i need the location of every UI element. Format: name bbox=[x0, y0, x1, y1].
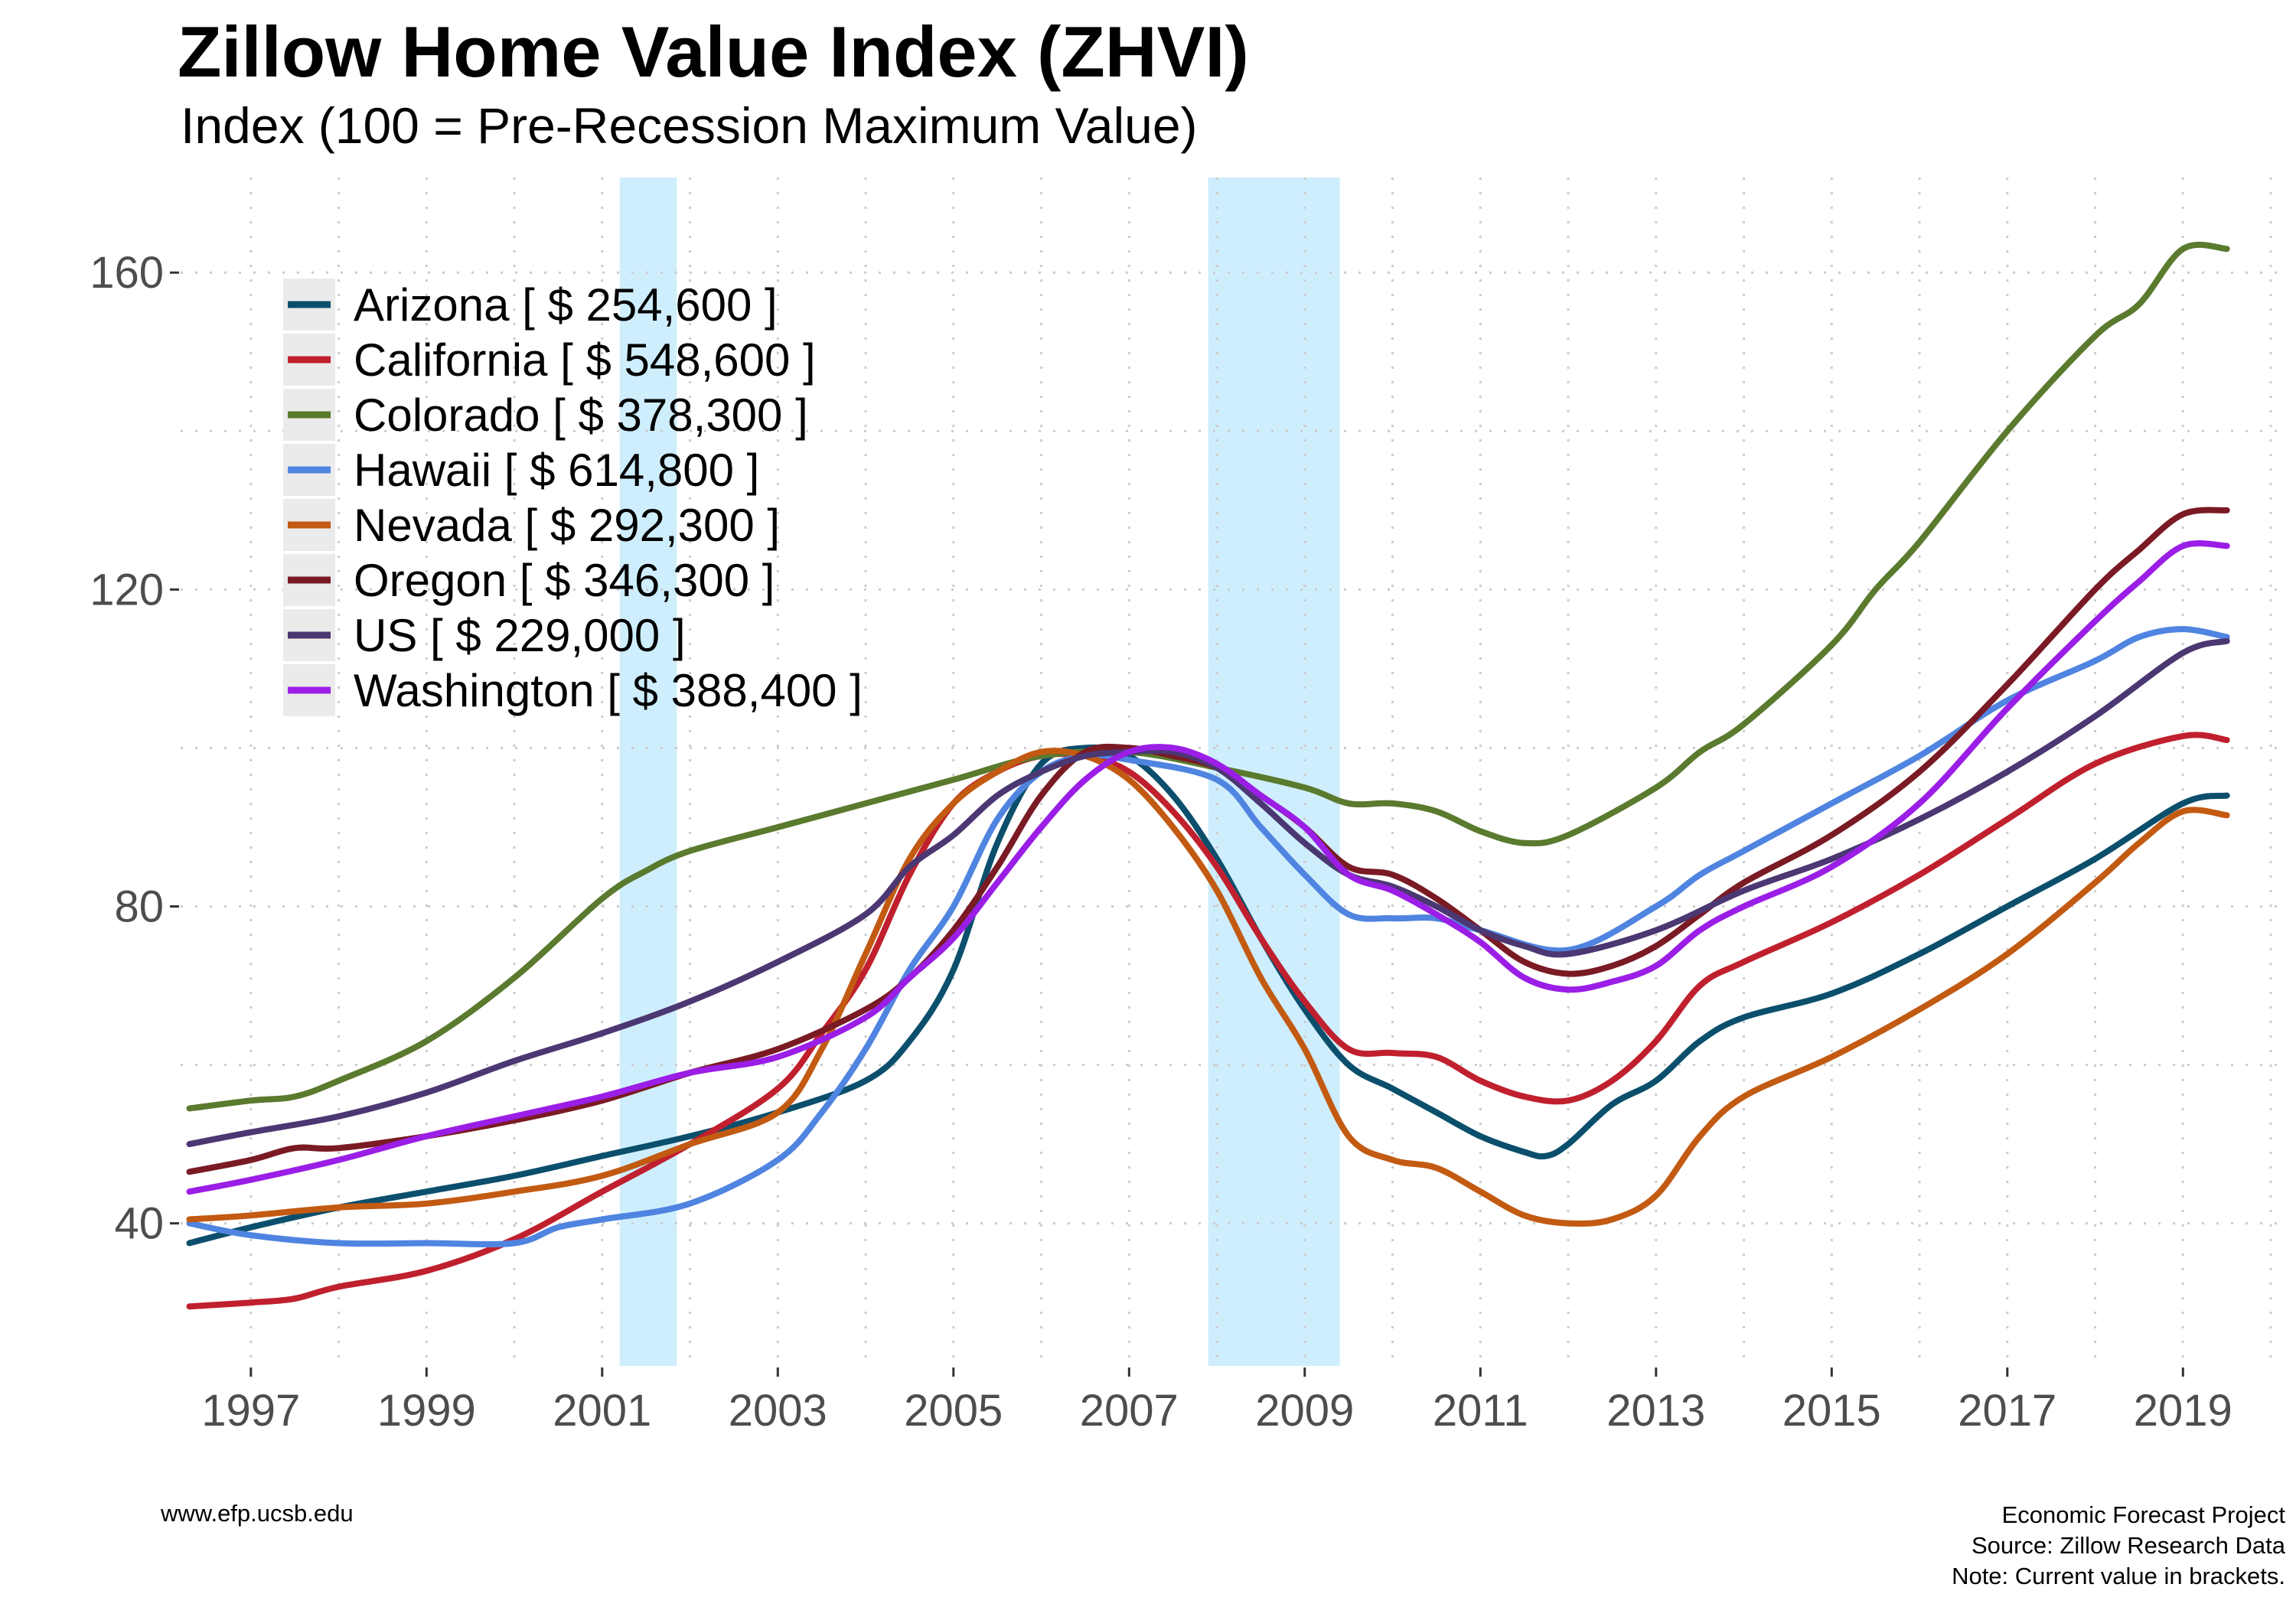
x-tick-label: 2005 bbox=[904, 1386, 1003, 1436]
x-tick-label: 2009 bbox=[1255, 1386, 1354, 1436]
x-tick-label: 2003 bbox=[729, 1386, 827, 1436]
legend-label: Oregon [ $ 346,300 ] bbox=[354, 555, 775, 606]
x-tick-label: 2011 bbox=[1433, 1386, 1528, 1436]
recession-bands bbox=[619, 178, 1340, 1366]
legend: Arizona [ $ 254,600 ]California [ $ 548,… bbox=[283, 279, 863, 716]
series-lines bbox=[186, 241, 2230, 1310]
x-tick-label: 1999 bbox=[377, 1386, 476, 1436]
x-tick-label: 2015 bbox=[1782, 1386, 1881, 1436]
grid-lines bbox=[181, 178, 2288, 1366]
chart-title: Zillow Home Value Index (ZHVI) bbox=[178, 11, 1249, 92]
legend-label: Colorado [ $ 378,300 ] bbox=[354, 390, 808, 441]
x-tick-label: 2017 bbox=[1958, 1386, 2056, 1436]
series-line bbox=[186, 748, 2230, 1227]
y-tick-label: 80 bbox=[114, 882, 164, 932]
series-line bbox=[186, 540, 2230, 1195]
legend-label: Arizona [ $ 254,600 ] bbox=[354, 279, 778, 331]
y-tick-label: 40 bbox=[114, 1199, 164, 1249]
series-line bbox=[186, 732, 2230, 1310]
series-line bbox=[186, 626, 2230, 1248]
footer-note-line: Note: Current value in brackets. bbox=[1952, 1563, 2285, 1589]
footer-note-line: Economic Forecast Project bbox=[2001, 1501, 2285, 1528]
footer-website: www.efp.ucsb.edu bbox=[161, 1500, 354, 1527]
x-tick-label: 2013 bbox=[1606, 1386, 1705, 1436]
series-line bbox=[186, 241, 2230, 1112]
legend-label: California [ $ 548,600 ] bbox=[354, 334, 816, 386]
legend-label: Nevada [ $ 292,300 ] bbox=[354, 500, 780, 551]
x-tick-label: 2007 bbox=[1080, 1386, 1179, 1436]
footer-notes: Economic Forecast Project Source: Zillow… bbox=[1952, 1500, 2285, 1592]
x-tick-label: 1997 bbox=[201, 1386, 300, 1436]
chart-subtitle: Index (100 = Pre-Recession Maximum Value… bbox=[181, 97, 1198, 154]
x-tick-label: 2019 bbox=[2134, 1386, 2232, 1436]
legend-label: US [ $ 229,000 ] bbox=[354, 610, 686, 661]
y-tick-label: 120 bbox=[90, 565, 164, 614]
axes: 40 80 120 160 1997 1999 2001 2003 2005 2007 2009 20… bbox=[90, 248, 2232, 1436]
footer-note-line: Source: Zillow Research Data bbox=[1971, 1532, 2285, 1559]
legend-label: Hawaii [ $ 614,800 ] bbox=[354, 445, 759, 496]
x-tick-label: 2001 bbox=[553, 1386, 651, 1436]
legend-label: Washington [ $ 388,400 ] bbox=[354, 665, 863, 716]
series-line bbox=[186, 637, 2230, 1148]
y-tick-label: 160 bbox=[90, 248, 164, 298]
